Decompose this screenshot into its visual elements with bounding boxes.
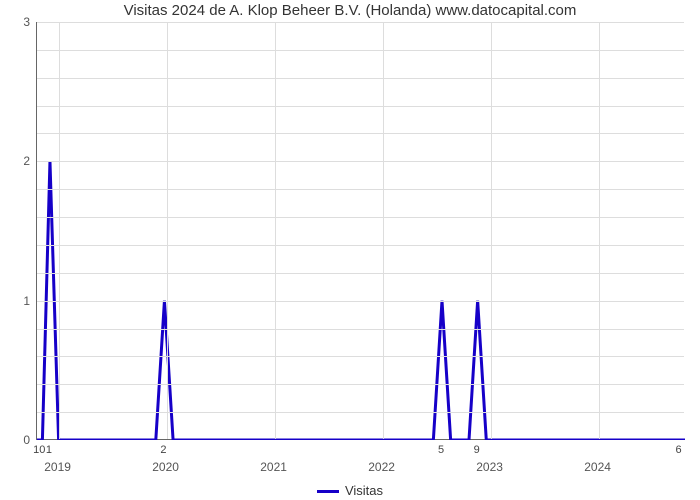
x-tick-label: 2019 bbox=[44, 460, 71, 474]
line-series bbox=[37, 22, 685, 440]
y-gridline bbox=[37, 161, 684, 162]
x-gridline bbox=[383, 22, 384, 439]
chart-container: Visitas 2024 de A. Klop Beheer B.V. (Hol… bbox=[0, 0, 700, 500]
plot-area bbox=[36, 22, 684, 440]
y-minor-gridline bbox=[37, 50, 684, 51]
legend: Visitas bbox=[0, 483, 700, 498]
x-tick-label: 2021 bbox=[260, 460, 287, 474]
y-tick-label: 3 bbox=[0, 15, 30, 29]
data-point-label: 1 bbox=[46, 444, 52, 456]
x-tick-label: 2022 bbox=[368, 460, 395, 474]
y-minor-gridline bbox=[37, 329, 684, 330]
data-point-label: 9 bbox=[474, 444, 480, 456]
legend-swatch bbox=[317, 490, 339, 493]
x-gridline bbox=[275, 22, 276, 439]
y-minor-gridline bbox=[37, 106, 684, 107]
y-tick-label: 1 bbox=[0, 294, 30, 308]
data-point-label: 6 bbox=[676, 444, 682, 456]
y-minor-gridline bbox=[37, 133, 684, 134]
y-gridline bbox=[37, 301, 684, 302]
y-minor-gridline bbox=[37, 78, 684, 79]
y-minor-gridline bbox=[37, 273, 684, 274]
x-gridline bbox=[599, 22, 600, 439]
y-tick-label: 2 bbox=[0, 154, 30, 168]
y-minor-gridline bbox=[37, 412, 684, 413]
y-minor-gridline bbox=[37, 245, 684, 246]
x-tick-label: 2024 bbox=[584, 460, 611, 474]
y-minor-gridline bbox=[37, 356, 684, 357]
legend-label: Visitas bbox=[345, 483, 383, 498]
data-point-label: 5 bbox=[438, 444, 444, 456]
x-tick-label: 2023 bbox=[476, 460, 503, 474]
x-gridline bbox=[491, 22, 492, 439]
y-minor-gridline bbox=[37, 384, 684, 385]
y-minor-gridline bbox=[37, 217, 684, 218]
y-minor-gridline bbox=[37, 189, 684, 190]
chart-title: Visitas 2024 de A. Klop Beheer B.V. (Hol… bbox=[0, 2, 700, 19]
y-tick-label: 0 bbox=[0, 433, 30, 447]
y-gridline bbox=[37, 22, 684, 23]
x-gridline bbox=[59, 22, 60, 439]
data-point-label: 10 bbox=[33, 444, 45, 456]
data-point-label: 2 bbox=[160, 444, 166, 456]
x-tick-label: 2020 bbox=[152, 460, 179, 474]
x-gridline bbox=[167, 22, 168, 439]
